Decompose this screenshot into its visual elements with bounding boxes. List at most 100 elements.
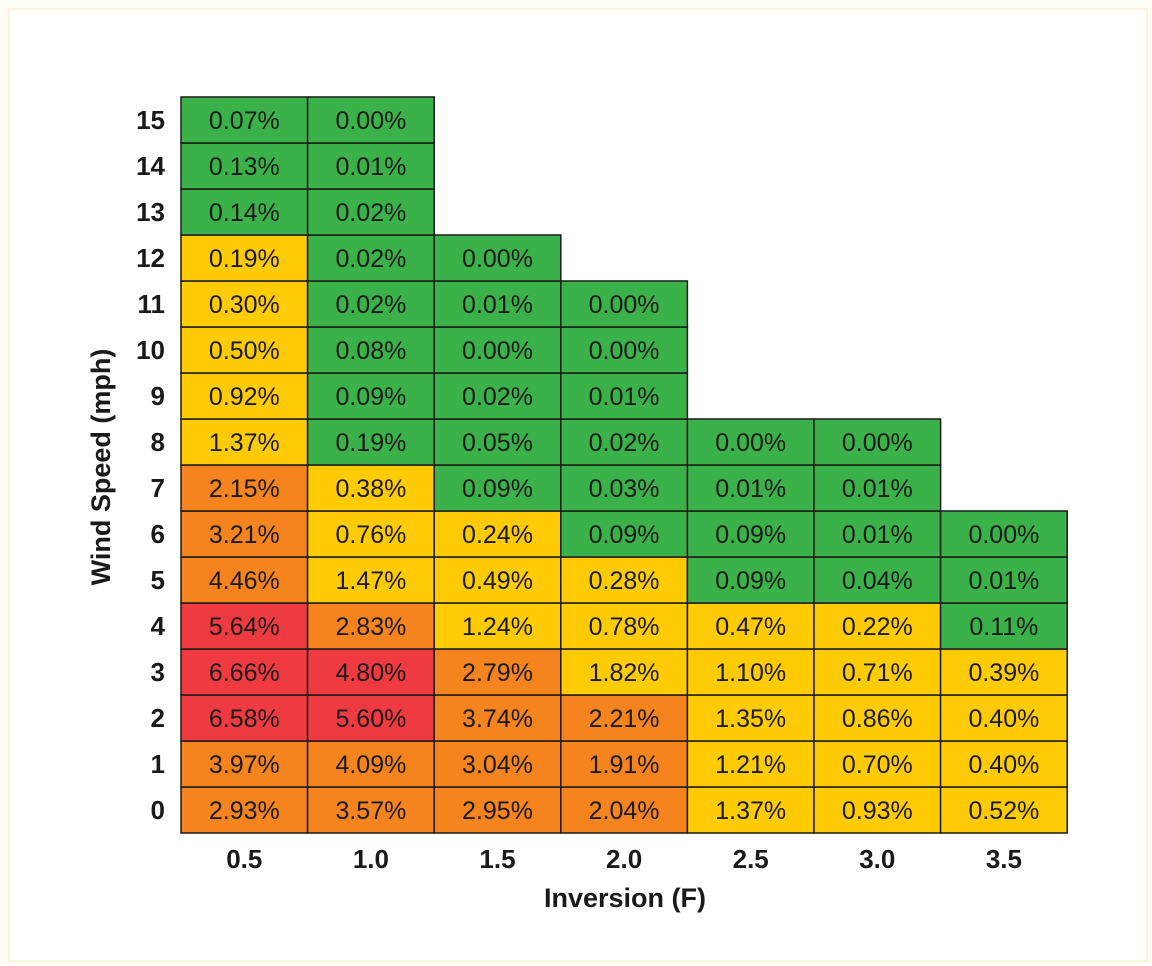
cell-label: 2.79% (462, 659, 533, 687)
cell-label: 0.04% (842, 567, 913, 595)
cell-label: 0.08% (335, 337, 406, 365)
cell-label: 2.04% (589, 797, 660, 825)
cell-label: 3.21% (209, 521, 280, 549)
heatmap-cell (306, 694, 435, 742)
cell-label: 3.57% (335, 797, 406, 825)
heatmap-cell (180, 280, 309, 328)
cell-label: 4.80% (335, 659, 406, 687)
cell-label: 0.01% (968, 567, 1039, 595)
heatmap-cell (180, 510, 309, 558)
heatmap-cell (180, 556, 309, 604)
x-tick-label: 2.0 (606, 844, 642, 874)
cell-label: 1.35% (715, 705, 786, 733)
y-tick-label: 8 (151, 427, 165, 457)
heatmap-cell (180, 326, 309, 374)
cell-label: 3.04% (462, 751, 533, 779)
cell-label: 2.95% (462, 797, 533, 825)
cell-label: 5.60% (335, 705, 406, 733)
cell-label: 0.93% (842, 797, 913, 825)
heatmap-cell (560, 648, 689, 696)
cell-label: 0.22% (842, 613, 913, 641)
heatmap-cell (433, 418, 562, 466)
cell-label: 1.82% (589, 659, 660, 687)
heatmap-cell (180, 464, 309, 512)
cell-label: 1.24% (462, 613, 533, 641)
heatmap-cell (560, 786, 689, 834)
heatmap-cell (306, 786, 435, 834)
y-tick-label: 12 (136, 243, 165, 273)
cell-label: 2.21% (589, 705, 660, 733)
heatmap-cell (686, 464, 815, 512)
cell-label: 0.19% (335, 429, 406, 457)
cell-label: 0.02% (335, 245, 406, 273)
heatmap-cell (686, 648, 815, 696)
heatmap-cell (813, 510, 942, 558)
cell-label: 0.01% (842, 521, 913, 549)
y-tick-label: 7 (151, 473, 165, 503)
heatmap-cell (560, 694, 689, 742)
cell-label: 2.93% (209, 797, 280, 825)
cell-label: 0.00% (462, 245, 533, 273)
heatmap-cell (306, 142, 435, 190)
heatmap-cell (939, 510, 1068, 558)
cell-label: 0.39% (968, 659, 1039, 687)
cell-label: 0.38% (335, 475, 406, 503)
heatmap-cell (306, 556, 435, 604)
heatmap-cell (180, 96, 309, 144)
cell-label: 0.52% (968, 797, 1039, 825)
heatmap-cell (433, 694, 562, 742)
heatmap-cell (939, 694, 1068, 742)
heatmap-cell (306, 326, 435, 374)
cell-label: 0.86% (842, 705, 913, 733)
y-tick-label: 15 (136, 105, 165, 135)
cell-label: 3.97% (209, 751, 280, 779)
heatmap-cell (813, 418, 942, 466)
cell-label: 2.15% (209, 475, 280, 503)
y-tick-label: 5 (151, 565, 165, 595)
cell-label: 0.02% (335, 199, 406, 227)
cell-label: 0.78% (589, 613, 660, 641)
cell-label: 1.37% (209, 429, 280, 457)
cell-label: 0.09% (715, 567, 786, 595)
cell-label: 0.00% (335, 107, 406, 135)
heatmap-cell (813, 556, 942, 604)
cell-label: 0.92% (209, 383, 280, 411)
y-tick-label: 3 (151, 657, 165, 687)
cell-label: 0.00% (715, 429, 786, 457)
heatmap-cell (180, 418, 309, 466)
cell-label: 0.09% (715, 521, 786, 549)
x-tick-label: 3.5 (986, 844, 1022, 874)
heatmap-cell (306, 464, 435, 512)
cell-label: 0.24% (462, 521, 533, 549)
x-tick-label: 2.5 (733, 844, 769, 874)
cell-label: 1.21% (715, 751, 786, 779)
heatmap-cell (433, 464, 562, 512)
heatmap-cell (306, 372, 435, 420)
cell-label: 0.30% (209, 291, 280, 319)
cell-label: 0.28% (589, 567, 660, 595)
cell-label: 0.19% (209, 245, 280, 273)
cell-label: 0.00% (589, 337, 660, 365)
cells-layer: 2.93% 3.97% 6.58% 6.66% 5.64% 4.46% 3.21% 2.15%… (180, 96, 1068, 834)
cell-label: 1.47% (335, 567, 406, 595)
heatmap-cell (180, 786, 309, 834)
heatmap-cell (560, 326, 689, 374)
heatmap-cell (939, 786, 1068, 834)
cell-label: 0.50% (209, 337, 280, 365)
cell-label: 1.37% (715, 797, 786, 825)
cell-label: 6.58% (209, 705, 280, 733)
y-tick-label: 1 (151, 749, 165, 779)
cell-label: 0.14% (209, 199, 280, 227)
y-tick-label: 2 (151, 703, 165, 733)
cell-label: 6.66% (209, 659, 280, 687)
cell-label: 0.01% (589, 383, 660, 411)
cell-label: 0.00% (462, 337, 533, 365)
x-tick-label: 1.5 (479, 844, 515, 874)
y-tick-label: 0 (151, 795, 165, 825)
cell-label: 3.74% (462, 705, 533, 733)
y-tick-label: 4 (151, 611, 166, 641)
cell-label: 0.00% (589, 291, 660, 319)
cell-label: 0.49% (462, 567, 533, 595)
y-tick-label: 14 (136, 151, 165, 181)
